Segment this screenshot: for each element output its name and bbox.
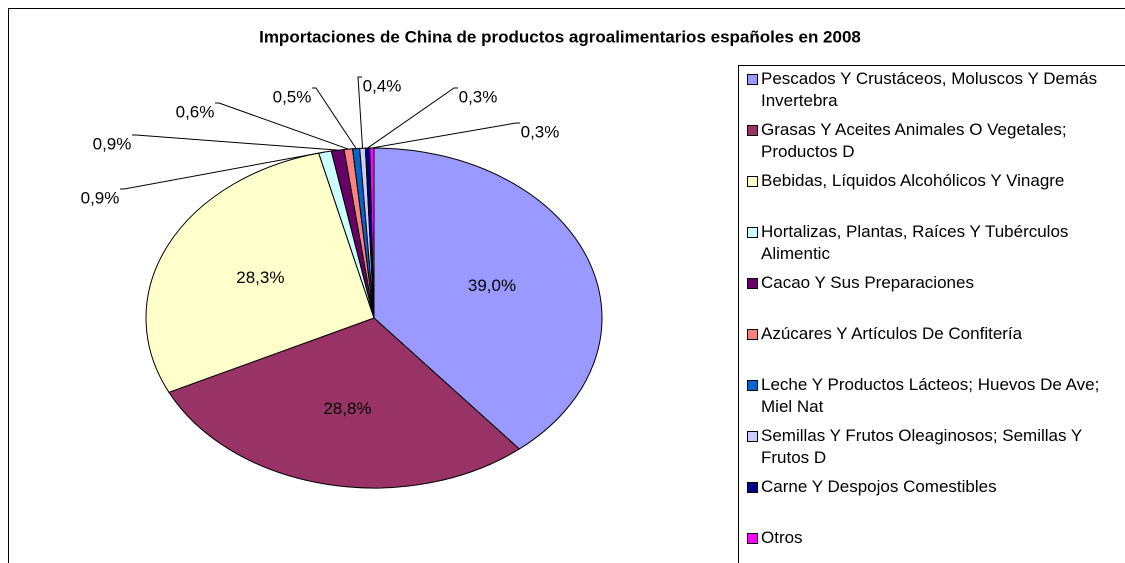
legend-item: Hortalizas, Plantas, Raíces Y Tubérculos… <box>747 221 1117 265</box>
data-label: 0,9% <box>81 188 120 207</box>
data-label: 0,4% <box>363 76 402 95</box>
legend-swatch <box>747 329 758 340</box>
leader-line <box>120 151 326 190</box>
leader-line <box>371 122 520 149</box>
legend-swatch <box>747 482 758 493</box>
legend-label: Bebidas, Líquidos Alcohólicos Y Vinagre <box>761 171 1065 190</box>
data-label: 0,6% <box>176 102 215 121</box>
legend-swatch <box>747 74 758 85</box>
pie-slice <box>145 152 375 393</box>
data-label: 0,3% <box>521 122 560 141</box>
legend-item: Azúcares Y Artículos De Confitería <box>747 323 1117 345</box>
leader-line <box>132 134 338 151</box>
legend-swatch <box>747 380 758 391</box>
legend-item: Grasas Y Aceites Animales O Vegetales; P… <box>747 119 1117 163</box>
legend-swatch <box>747 227 758 238</box>
data-label: 28,8% <box>323 399 371 418</box>
legend-swatch <box>747 125 758 136</box>
legend-item: Leche Y Productos Lácteos; Huevos De Ave… <box>747 374 1117 418</box>
data-label: 28,3% <box>236 268 284 287</box>
legend-label: Semillas Y Frutos Oleaginosos; Semillas … <box>761 426 1082 467</box>
pie-slice <box>373 147 603 450</box>
leader-line <box>312 87 357 149</box>
legend-swatch <box>747 533 758 544</box>
data-label: 39,0% <box>468 276 516 295</box>
data-label: 0,5% <box>273 87 312 106</box>
legend-label: Grasas Y Aceites Animales O Vegetales; P… <box>761 120 1067 161</box>
legend-label: Pescados Y Crustáceos, Moluscos Y Demás … <box>761 69 1098 110</box>
legend-label: Carne Y Despojos Comestibles <box>761 477 997 496</box>
legend: Pescados Y Crustáceos, Moluscos Y Demás … <box>738 65 1125 563</box>
legend-label: Azúcares Y Artículos De Confitería <box>761 324 1023 343</box>
legend-item: Pescados Y Crustáceos, Moluscos Y Demás … <box>747 68 1117 112</box>
legend-item: Bebidas, Líquidos Alcohólicos Y Vinagre <box>747 170 1117 192</box>
legend-label: Cacao Y Sus Preparaciones <box>761 273 974 292</box>
chart-title: Importaciones de China de productos agro… <box>259 27 861 46</box>
chart-frame <box>8 8 1125 563</box>
legend-item: Carne Y Despojos Comestibles <box>747 476 1117 498</box>
legend-label: Leche Y Productos Lácteos; Huevos De Ave… <box>761 375 1100 416</box>
data-label: 0,9% <box>93 134 132 153</box>
legend-label: Otros <box>761 528 803 547</box>
legend-label: Hortalizas, Plantas, Raíces Y Tubérculos… <box>761 222 1069 263</box>
legend-swatch <box>747 278 758 289</box>
data-label: 0,3% <box>459 87 498 106</box>
leader-line <box>357 76 364 149</box>
legend-swatch <box>747 176 758 187</box>
legend-item: Semillas Y Frutos Oleaginosos; Semillas … <box>747 425 1117 469</box>
leader-line <box>367 87 458 149</box>
leader-line <box>215 102 349 150</box>
legend-swatch <box>747 431 758 442</box>
legend-item: Cacao Y Sus Preparaciones <box>747 272 1117 294</box>
legend-item: Otros <box>747 527 1117 549</box>
pie-slice <box>168 317 521 489</box>
